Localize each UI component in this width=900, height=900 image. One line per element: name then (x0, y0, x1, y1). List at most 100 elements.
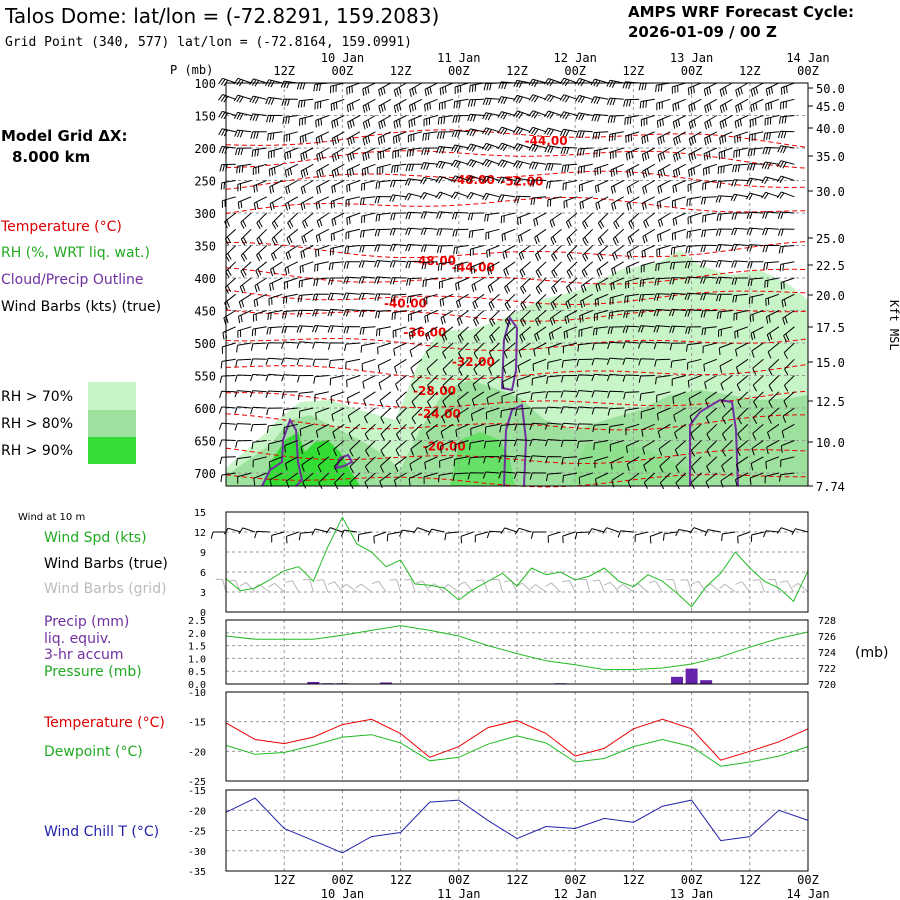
wind-barb (736, 440, 749, 457)
wind-barb (362, 147, 376, 162)
wind-barb (735, 342, 749, 357)
wind-barb (239, 277, 252, 294)
value-tick-label: -20 (188, 806, 206, 817)
wind-barb (271, 228, 283, 246)
wind-barb (544, 439, 562, 447)
wind-barb (285, 472, 299, 488)
wind-barb (488, 342, 500, 360)
wind-barb-true (649, 531, 663, 544)
wind-barb (364, 407, 376, 424)
wind-barb (704, 131, 718, 146)
wind-barb (237, 180, 252, 192)
wind-barb (486, 245, 500, 258)
wind-barb (378, 98, 392, 114)
wind-barb (731, 277, 748, 285)
legend-wind-barbs: Wind Barbs (kts) (true) (1, 299, 161, 315)
wind-barb (700, 244, 717, 253)
legend-precip-3: 3-hr accum (44, 647, 124, 663)
wind-barb (716, 212, 733, 222)
wind-barb (746, 177, 764, 186)
wind-barb (608, 310, 624, 320)
forecast-cycle-value: 2026-01-09 / 00 Z (628, 23, 777, 41)
wind-barb (641, 423, 655, 437)
wind-barb (718, 342, 733, 356)
wind-barb (765, 82, 780, 96)
wind-barb (497, 111, 516, 120)
wind-barb-true (602, 527, 620, 534)
wind-barb-true (791, 528, 809, 536)
isotherm (225, 289, 809, 306)
wind-barb (269, 472, 283, 487)
value-tick-label: 15 (194, 508, 206, 519)
wind-barb-grid (355, 583, 372, 593)
cloud-outline-3 (500, 315, 519, 392)
wind-barb (410, 440, 423, 456)
wind-barb (285, 245, 299, 260)
wind-barb (715, 244, 733, 252)
wind-barb (296, 325, 314, 333)
wind-barb (235, 147, 252, 156)
wind-barb (685, 342, 702, 352)
wind-barb (281, 341, 298, 349)
wind-barb (749, 115, 764, 128)
wind-barb (764, 472, 780, 484)
legend-dewpoint: Dewpoint (°C) (44, 744, 143, 760)
wind-barb (256, 245, 268, 262)
wind-barb (395, 423, 407, 441)
wind-barb (672, 98, 686, 112)
wind-barb (233, 94, 252, 103)
wind-barb (641, 131, 655, 145)
wind-barb (298, 407, 314, 419)
wind-barb (763, 261, 779, 270)
wind-speed-10m-line (225, 516, 809, 608)
wind-barb (375, 212, 391, 222)
wind-barb (252, 456, 267, 468)
wind-barb (566, 261, 578, 278)
wind-barb (776, 160, 795, 169)
isotherm-label: -32.00 (452, 355, 495, 369)
wind-barb (268, 293, 283, 306)
wind-barb (483, 440, 500, 449)
wind-barb (411, 423, 423, 441)
wind-barb (735, 456, 749, 472)
wind-barb (580, 277, 593, 293)
wind-barb (405, 260, 422, 269)
wind-barb (389, 243, 407, 252)
wind-barb (296, 357, 314, 366)
wind-barb (285, 180, 299, 195)
wind-barb (396, 407, 407, 425)
wind-barb (237, 196, 252, 210)
wind-barb (608, 423, 624, 434)
wind-barb (489, 326, 500, 343)
wind-barb (218, 128, 236, 137)
wind-barb (327, 342, 345, 350)
wind-barb (330, 196, 345, 209)
wind-barb (452, 472, 469, 481)
wind-barb (623, 391, 640, 400)
wind-barb (233, 111, 252, 121)
wind-barb (362, 375, 376, 389)
wind-barb (466, 143, 485, 152)
isotherm (225, 447, 809, 465)
wind-barb (282, 407, 298, 417)
wind-barb (233, 77, 252, 87)
wind-barb (452, 228, 469, 237)
temp-frame (225, 691, 809, 782)
wind-barb (219, 375, 236, 384)
wind-barb (315, 423, 330, 438)
isotherm-label: -40.00 (384, 296, 427, 310)
wind-barb (361, 180, 376, 191)
isotherm-label: -20.00 (423, 439, 466, 453)
wind-barb (778, 115, 795, 124)
wind-barb (513, 455, 531, 463)
wind-barb (485, 407, 500, 420)
wind-barb (534, 228, 547, 245)
wind-barb (518, 245, 531, 261)
wind-barb (529, 407, 547, 415)
wind-barb (528, 126, 547, 136)
wind-barb (497, 96, 516, 105)
wind-barb (393, 82, 407, 97)
wind-barb (299, 261, 314, 274)
legend-temperature: Temperature (°C) (0, 219, 122, 235)
